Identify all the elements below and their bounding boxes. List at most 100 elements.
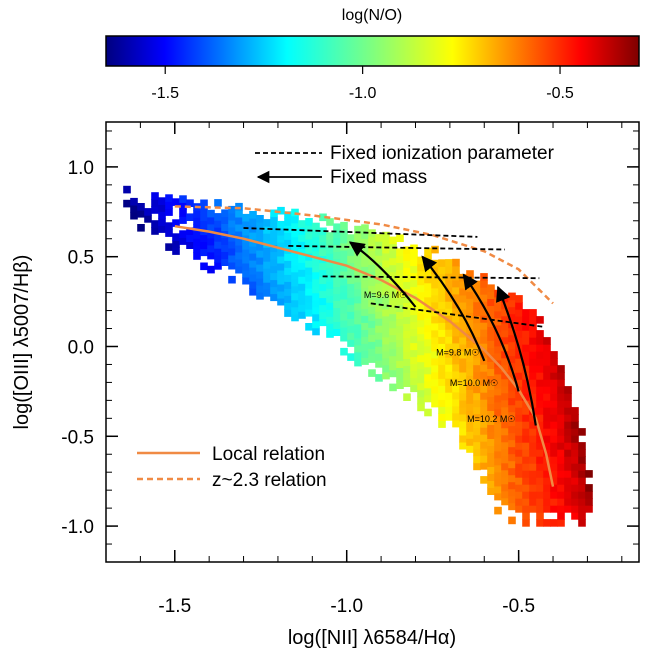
scatter-point (515, 295, 523, 303)
scatter-point (438, 350, 446, 358)
scatter-point (235, 223, 243, 232)
scatter-point (522, 491, 530, 499)
scatter-point (501, 483, 509, 492)
scatter-point (445, 406, 453, 414)
scatter-point (389, 278, 397, 287)
scatter-point (501, 455, 509, 464)
scatter-point (522, 330, 530, 338)
scatter-point (494, 415, 502, 424)
scatter-point (396, 367, 404, 375)
scatter-point (501, 371, 509, 380)
scatter-point (242, 262, 250, 271)
scatter-point (424, 310, 432, 319)
scatter-point (389, 348, 397, 357)
scatter-point (410, 307, 418, 316)
scatter-point (494, 303, 502, 312)
colorbar-label: log(N/O) (342, 7, 402, 24)
scatter-point (480, 308, 488, 316)
scatter-point (305, 302, 313, 310)
scatter-point (431, 259, 439, 268)
scatter-point (578, 477, 586, 485)
scatter-point (529, 365, 537, 373)
scatter-point (270, 293, 278, 302)
scatter-point (487, 347, 495, 355)
scatter-point (487, 361, 495, 369)
scatter-point (382, 259, 390, 268)
scatter-point (473, 392, 481, 401)
scatter-point (340, 263, 348, 272)
scatter-point (452, 314, 460, 323)
scatter-point (529, 323, 537, 331)
scatter-point (459, 413, 467, 422)
scatter-point (480, 336, 488, 344)
scatter-point (375, 346, 383, 354)
scatter-point (522, 393, 530, 401)
scatter-point (347, 304, 355, 312)
scatter-point (487, 445, 495, 453)
scatter-point (277, 248, 285, 257)
scatter-point (403, 295, 411, 303)
scatter-point (396, 262, 404, 270)
scatter-point (319, 318, 327, 327)
scatter-point (158, 204, 166, 212)
scatter-point (389, 341, 397, 350)
scatter-point (543, 337, 551, 345)
scatter-point (410, 314, 418, 323)
scatter-point (480, 399, 488, 407)
scatter-point (445, 378, 453, 386)
scatter-point (438, 413, 446, 421)
scatter-point (396, 276, 404, 284)
scatter-point (368, 348, 376, 356)
scatter-point (578, 512, 586, 520)
scatter-point (536, 330, 544, 338)
scatter-point (466, 445, 474, 453)
scatter-point (564, 463, 572, 471)
scatter-point (368, 264, 376, 272)
scatter-point (277, 283, 285, 292)
scatter-point (123, 199, 131, 208)
scatter-point (515, 358, 523, 366)
scatter-point (480, 364, 488, 372)
scatter-point (333, 237, 341, 245)
scatter-point (508, 327, 516, 336)
scatter-point (284, 309, 292, 317)
scatter-point (494, 457, 502, 466)
scatter-point (298, 283, 306, 291)
scatter-point (487, 305, 495, 313)
scatter-point (529, 316, 537, 324)
scatter-point (452, 398, 460, 407)
scatter-point (403, 302, 411, 310)
scatter-point (389, 236, 397, 245)
scatter-point (445, 315, 453, 323)
scatter-point (431, 350, 439, 359)
scatter-point (459, 392, 467, 401)
scatter-point (564, 400, 572, 408)
scatter-point (522, 505, 530, 513)
scatter-point (326, 323, 334, 331)
scatter-point (480, 434, 488, 442)
scatter-point (403, 337, 411, 345)
scatter-point (550, 442, 558, 450)
scatter-point (375, 283, 383, 291)
scatter-point (333, 223, 341, 231)
scatter-point (508, 502, 516, 511)
scatter-point (501, 385, 509, 394)
scatter-point (291, 236, 299, 245)
scatter-point (347, 234, 355, 242)
scatter-point (326, 288, 334, 296)
scatter-point (333, 230, 341, 238)
scatter-point (494, 506, 502, 515)
scatter-point (466, 396, 474, 404)
scatter-point (396, 374, 404, 382)
scatter-point (424, 352, 432, 361)
scatter-point (389, 320, 397, 329)
scatter-point (431, 329, 439, 338)
scatter-point (389, 264, 397, 273)
scatter-point (382, 273, 390, 282)
scatter-point (515, 463, 523, 471)
scatter-point (354, 288, 362, 297)
scatter-point (459, 364, 467, 373)
scatter-point (508, 481, 516, 490)
scatter-point (445, 413, 453, 421)
scatter-point (438, 399, 446, 407)
